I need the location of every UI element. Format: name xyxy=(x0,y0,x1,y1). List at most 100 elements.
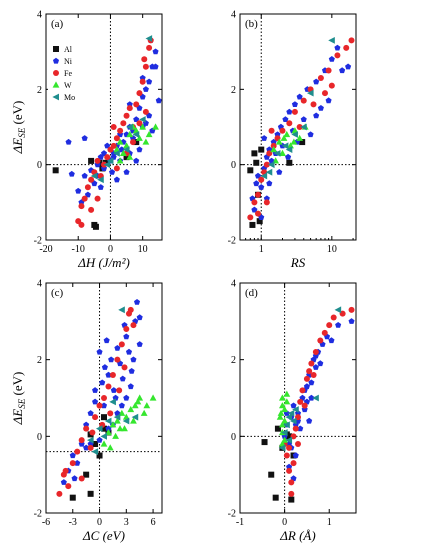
point-al xyxy=(299,139,306,146)
point-al xyxy=(87,490,94,497)
point-w xyxy=(112,432,119,439)
point-mo xyxy=(291,131,298,138)
point-al xyxy=(274,425,281,432)
point-fe xyxy=(334,52,341,59)
point-fe xyxy=(127,306,134,313)
point-mo xyxy=(287,409,295,417)
point-fe xyxy=(123,326,130,332)
point-w xyxy=(142,138,150,145)
plot-frame xyxy=(239,13,357,241)
point-fe xyxy=(328,82,335,89)
point-al xyxy=(133,139,140,146)
point-fe xyxy=(317,75,324,82)
point-mo xyxy=(113,413,121,421)
point-fe xyxy=(139,78,146,85)
point-ni xyxy=(317,104,324,111)
x-tick-label: 10 xyxy=(327,244,337,255)
y-tick-label: 0 xyxy=(37,432,42,443)
point-fe xyxy=(130,322,137,329)
x-tick-label: 0 xyxy=(97,517,102,528)
point-fe xyxy=(348,306,355,313)
point-ni xyxy=(100,402,108,409)
point-al xyxy=(123,154,130,161)
panel-c: -2 0 2 4 -6 -3 0 3 6 (c) ΔC (eV) ΔESE (eV) xyxy=(10,279,163,543)
point-al xyxy=(52,167,59,174)
point-mo xyxy=(109,398,116,406)
point-w xyxy=(139,123,147,130)
point-w xyxy=(290,138,298,145)
y-tick-label: 2 xyxy=(37,85,42,96)
point-ni xyxy=(308,394,315,401)
legend-marker-fe xyxy=(53,70,59,76)
x-tick-label: 1 xyxy=(259,244,264,255)
point-ni xyxy=(108,356,115,363)
x-tick-label: 0 xyxy=(108,244,113,255)
point-ni xyxy=(334,44,341,51)
y-tick-label: 0 xyxy=(231,160,236,171)
point-ni xyxy=(313,112,320,119)
point-w xyxy=(106,444,114,451)
point-w xyxy=(100,440,108,447)
point-fe xyxy=(330,314,337,321)
x-tick-label: 3 xyxy=(124,517,129,528)
point-mo xyxy=(122,417,130,425)
point-ni xyxy=(303,383,310,390)
point-fe xyxy=(133,101,140,108)
point-fe xyxy=(291,108,298,115)
legend-marker-ni xyxy=(52,57,60,64)
point-al xyxy=(247,167,254,174)
point-ni xyxy=(123,169,130,175)
point-ni xyxy=(254,172,262,179)
point-fe xyxy=(321,90,328,97)
point-ni xyxy=(274,131,281,138)
point-fe xyxy=(117,127,124,134)
point-w xyxy=(278,394,286,401)
point-ni xyxy=(112,394,119,401)
point-ni xyxy=(335,321,342,328)
point-ni xyxy=(297,425,304,432)
point-w xyxy=(134,398,142,405)
x-tick-label: -3 xyxy=(69,517,77,528)
point-mo xyxy=(300,123,307,131)
point-fe xyxy=(126,105,133,112)
point-mo xyxy=(95,425,103,433)
y-tick-label: 2 xyxy=(37,355,42,366)
point-ni xyxy=(114,344,121,351)
point-w xyxy=(136,134,143,141)
point-al xyxy=(261,439,268,446)
x-axis-label: ΔH (J/m²) xyxy=(77,255,130,270)
panel-label: (c) xyxy=(51,287,64,299)
point-mo xyxy=(285,436,293,444)
point-fe xyxy=(110,142,117,149)
point-fe xyxy=(146,44,153,51)
point-fe xyxy=(78,203,85,210)
x-tick-label: -20 xyxy=(39,244,52,255)
point-ni xyxy=(270,138,277,145)
point-fe xyxy=(109,372,116,378)
point-fe xyxy=(268,127,275,134)
point-mo xyxy=(267,161,275,169)
point-mo xyxy=(122,146,130,153)
point-al xyxy=(251,150,258,157)
point-w xyxy=(276,413,284,420)
plot-frame xyxy=(45,13,163,241)
point-w xyxy=(131,402,139,409)
point-al xyxy=(83,471,90,478)
point-ni xyxy=(81,172,88,179)
point-w xyxy=(283,398,291,405)
point-ni xyxy=(92,387,99,393)
point-w xyxy=(275,138,283,145)
point-fe xyxy=(96,402,103,409)
x-tick-label: 0 xyxy=(282,517,287,528)
legend-marker-w xyxy=(52,81,60,88)
x-axis-label: ΔR (Å) xyxy=(279,528,315,543)
point-mo xyxy=(106,157,114,165)
point-al xyxy=(256,218,263,225)
point-fe xyxy=(130,139,136,146)
point-fe xyxy=(348,37,355,44)
point-fe xyxy=(296,124,303,130)
point-ni xyxy=(81,135,88,141)
point-w xyxy=(116,157,124,164)
point-ni xyxy=(130,356,137,363)
point-ni xyxy=(308,379,315,386)
